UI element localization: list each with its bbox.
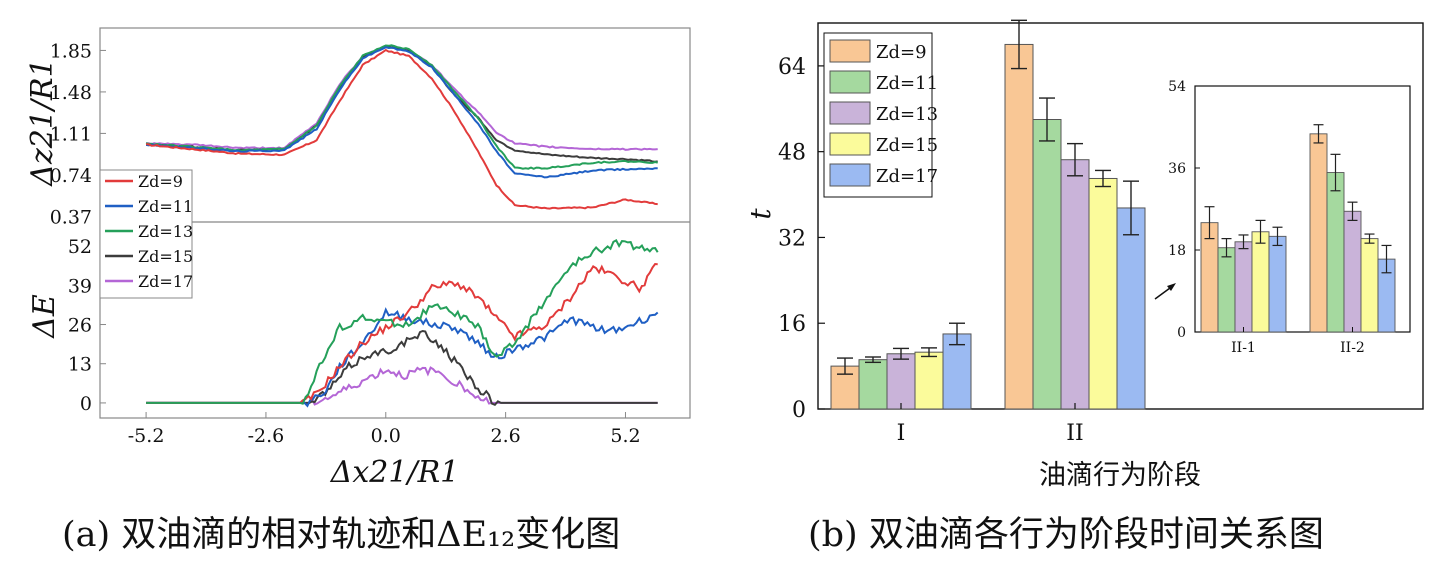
inset-bar <box>1360 238 1379 333</box>
bar <box>1032 119 1062 410</box>
legend-label: Zd=15 <box>138 247 193 266</box>
series-line-zd-9 <box>146 48 658 210</box>
y-tick-label-top: 0.74 <box>50 165 92 187</box>
y-tick-label-top: 1.85 <box>50 40 92 62</box>
y-tick-label-bottom: 39 <box>68 275 92 297</box>
panel-b-ylabel: t <box>744 208 777 220</box>
inset-bar <box>1234 241 1253 333</box>
inset-bar <box>1251 231 1270 333</box>
y-tick-label-bottom: 13 <box>68 354 92 376</box>
y-tick-label-top: 1.48 <box>50 82 92 104</box>
inset-y-tick-label: 36 <box>1168 161 1186 177</box>
bar <box>858 359 888 410</box>
bar <box>1116 207 1146 410</box>
legend-label: Zd=9 <box>138 172 183 191</box>
panel-a-ticks: -5.2 -2.6 0.0 2.6 5.2 1.85 1.48 1.11 0.74 0.37 52 3… <box>50 40 641 447</box>
legend-swatch-b <box>829 39 871 63</box>
x-tick-label: -5.2 <box>128 425 165 447</box>
series-line-zd-15 <box>145 44 658 163</box>
series-line-zd-11 <box>146 307 659 408</box>
caption-a: (a) 双油滴的相对轨迹和ΔE₁₂变化图 <box>62 515 621 555</box>
b-category-label: I <box>897 421 906 446</box>
panel-a: -5.2 -2.6 0.0 2.6 5.2 1.85 1.48 1.11 0.74 0.37 52 3… <box>25 27 691 490</box>
legend-swatch-b <box>829 132 871 156</box>
x-tick-label: 0.0 <box>371 425 401 447</box>
bar <box>1004 43 1034 410</box>
series-line-zd-11 <box>145 46 658 179</box>
main-bars <box>830 19 1146 410</box>
inset-category-label: II-1 <box>1231 340 1256 356</box>
b-y-tick-label: 48 <box>778 141 806 166</box>
x-tick-label: 5.2 <box>610 425 640 447</box>
legend-label-b: Zd=11 <box>876 73 938 94</box>
panel-a-legend: Zd=9 Zd=11 Zd=13 Zd=15 Zd=17 <box>99 169 193 299</box>
bar <box>1060 159 1090 410</box>
x-tick-label: -2.6 <box>248 425 285 447</box>
series-line-zd-9 <box>146 262 658 404</box>
inset-y-tick-label: 0 <box>1177 325 1186 341</box>
bottom-ylabel: ΔE <box>27 294 62 339</box>
inset-bar <box>1217 247 1236 333</box>
inset-bar <box>1309 133 1328 333</box>
top-ylabel: Δz21/R1 <box>25 58 60 186</box>
legend-label-b: Zd=15 <box>876 135 938 156</box>
b-y-tick-label: 16 <box>778 312 806 337</box>
trajectory-lines <box>145 44 658 210</box>
b-category-label: II <box>1066 421 1083 446</box>
legend-label-b: Zd=13 <box>876 104 938 125</box>
legend-swatch-b <box>829 101 871 125</box>
series-line-zd-17 <box>146 366 658 406</box>
y-tick-label-bottom: 0 <box>80 393 92 415</box>
legend-box <box>99 169 193 299</box>
legend-label-b: Zd=9 <box>876 42 927 63</box>
legend-label: Zd=11 <box>138 197 193 216</box>
inset-bars <box>1200 124 1396 333</box>
inset-category-label: II-2 <box>1340 340 1365 356</box>
legend-label: Zd=13 <box>138 222 193 241</box>
inset-y-tick-label: 54 <box>1168 79 1186 95</box>
bar <box>914 351 944 410</box>
b-y-tick-label: 64 <box>778 55 806 80</box>
inset-y-tick-label: 18 <box>1168 243 1186 259</box>
y-tick-label-top: 0.37 <box>50 206 92 228</box>
bar <box>942 333 972 410</box>
legend-label-b: Zd=17 <box>876 166 938 187</box>
legend-swatch-b <box>829 163 871 187</box>
y-tick-label-bottom: 26 <box>68 315 92 337</box>
x-tick-label: 2.6 <box>491 425 521 447</box>
b-y-tick-label: 0 <box>792 398 806 423</box>
inset-bar <box>1343 210 1362 333</box>
inset-bar <box>1268 235 1287 333</box>
panel-a-xlabel: Δx21/R1 <box>330 455 460 490</box>
bar <box>1088 177 1118 410</box>
figure: -5.2 -2.6 0.0 2.6 5.2 1.85 1.48 1.11 0.74 0.37 52 3… <box>25 19 1424 491</box>
y-tick-label-bottom: 52 <box>68 236 92 258</box>
series-line-zd-13 <box>146 239 659 405</box>
caption-b: (b) 双油滴各行为阶段时间关系图 <box>808 515 1324 555</box>
arrow-icon <box>1154 283 1176 300</box>
b-y-tick-label: 32 <box>778 226 806 251</box>
series-line-zd-13 <box>145 44 658 170</box>
legend-label: Zd=17 <box>138 272 193 291</box>
inset-ticks: 0 18 36 54 II-1 II-2 <box>1168 79 1365 356</box>
inset-bar <box>1326 172 1345 333</box>
panel-b-xlabel: 油滴行为阶段 <box>1039 460 1201 491</box>
energy-lines <box>146 239 659 408</box>
series-line-zd-15 <box>146 329 658 406</box>
legend-swatch-b <box>829 70 871 94</box>
y-tick-label-top: 1.11 <box>50 123 92 145</box>
panel-b-legend: Zd=9 Zd=11 Zd=13 Zd=15 Zd=17 <box>823 32 938 198</box>
bar <box>886 353 916 410</box>
series-line-zd-17 <box>146 45 658 151</box>
